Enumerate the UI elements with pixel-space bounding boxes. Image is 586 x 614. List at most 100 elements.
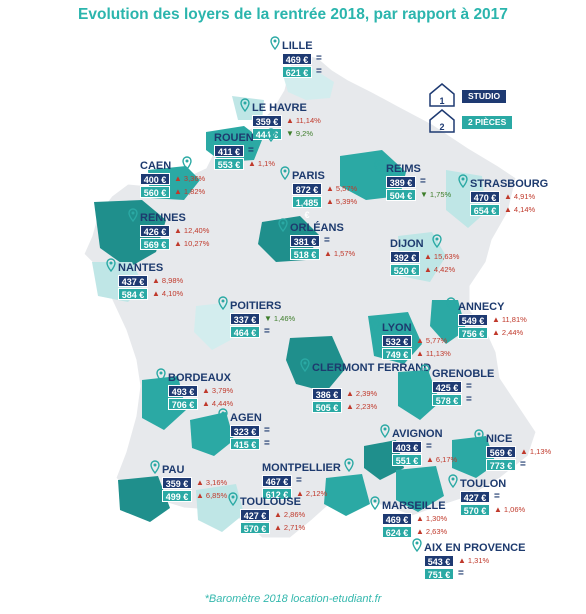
change-indicator: ▲ 5,39% [326, 197, 357, 207]
no-change-indicator: = [248, 145, 254, 156]
city-name: STRASBOURG [470, 178, 549, 190]
region-annecy [430, 300, 466, 344]
change-percent: 15,63% [433, 252, 460, 261]
two-rooms-price: 464 € [230, 326, 260, 338]
up-arrow-icon: ▲ [152, 276, 160, 285]
house-icon: 2 [429, 109, 455, 133]
city-name: ANNECY [458, 301, 505, 313]
location-pin-icon [448, 474, 458, 488]
two-rooms-price: 553 € [214, 158, 244, 170]
no-change-indicator: = [264, 438, 270, 449]
two-rooms-price: 773 € [486, 459, 516, 471]
region-clermont [286, 336, 346, 392]
up-arrow-icon: ▲ [492, 315, 500, 324]
city-name: BORDEAUX [168, 372, 231, 384]
studio-price: 469 € [382, 513, 412, 525]
change-percent: 6,85% [205, 491, 228, 500]
studio-price: 381 € [290, 235, 320, 247]
house-icon: 1 [429, 83, 455, 107]
no-change-indicator: = [458, 568, 464, 579]
no-change-indicator: = [520, 459, 526, 470]
change-indicator: ▲ 15,63% [424, 252, 459, 262]
two-rooms-price: 520 € [390, 264, 420, 276]
city-name: NANTES [118, 262, 164, 274]
no-change-indicator: = [316, 53, 322, 64]
studio-price: 872 € [292, 183, 322, 195]
studio-price: 427 € [460, 491, 490, 503]
no-change-indicator: = [466, 381, 472, 392]
up-arrow-icon: ▲ [324, 249, 332, 258]
down-arrow-icon: ▼ [286, 129, 294, 138]
up-arrow-icon: ▲ [416, 514, 424, 523]
region-agen [190, 412, 234, 456]
svg-text:2: 2 [439, 122, 444, 132]
change-indicator: ▲ 8,98% [152, 276, 183, 286]
change-indicator: ▼ 1,75% [420, 190, 451, 200]
change-percent: 11,81% [501, 315, 527, 324]
change-percent: 1,06% [503, 505, 526, 514]
source-footer: *Baromètre 2018 location-etudiant.fr [204, 593, 382, 605]
no-change-indicator: = [264, 425, 270, 436]
no-change-indicator: = [420, 176, 426, 187]
up-arrow-icon: ▲ [202, 386, 210, 395]
region-rennes [94, 200, 166, 268]
location-pin-icon [218, 296, 228, 310]
city-name: POITIERS [230, 300, 282, 312]
up-arrow-icon: ▲ [424, 265, 432, 274]
studio-price: 427 € [240, 509, 270, 521]
up-arrow-icon: ▲ [174, 239, 182, 248]
up-arrow-icon: ▲ [326, 184, 334, 193]
change-indicator: ▲ 1,06% [494, 505, 525, 515]
city-name: MONTPELLIER [262, 462, 341, 474]
location-pin-icon [300, 358, 310, 372]
two-rooms-price: 560 € [140, 186, 170, 198]
location-pin-icon [150, 460, 160, 474]
change-indicator: ▲ 11,13% [416, 349, 451, 359]
change-indicator: ▲ 5,77% [416, 336, 447, 346]
change-percent: 2,39% [355, 389, 378, 398]
legend-two-rooms: 2 PIÈCES [462, 116, 513, 129]
change-percent: 10,27% [183, 239, 210, 248]
two-rooms-price: 756 € [458, 327, 488, 339]
change-percent: 3,16% [205, 478, 228, 487]
studio-price: 337 € [230, 313, 260, 325]
no-change-indicator: = [494, 491, 500, 502]
up-arrow-icon: ▲ [248, 159, 256, 168]
two-rooms-price: 504 € [386, 189, 416, 201]
up-arrow-icon: ▲ [346, 402, 354, 411]
two-rooms-price: 499 € [162, 490, 192, 502]
two-rooms-price: 570 € [460, 504, 490, 516]
up-arrow-icon: ▲ [520, 447, 528, 456]
change-indicator: ▼ 1,46% [264, 314, 295, 324]
location-pin-icon [278, 218, 288, 232]
change-indicator: ▲ 2,12% [296, 489, 327, 499]
city-name: PAU [162, 464, 185, 476]
up-arrow-icon: ▲ [416, 349, 424, 358]
change-indicator: ▲ 6,85% [196, 491, 227, 501]
up-arrow-icon: ▲ [458, 556, 466, 565]
up-arrow-icon: ▲ [274, 510, 282, 519]
city-name: TOULOUSE [240, 496, 301, 508]
location-pin-icon [370, 318, 380, 332]
city-name: AGEN [230, 412, 262, 424]
no-change-indicator: = [426, 441, 432, 452]
change-percent: 8,98% [161, 276, 184, 285]
change-indicator: ▲ 2,44% [492, 328, 523, 338]
region-grenoble [398, 370, 440, 420]
city-name: LILLE [282, 40, 313, 52]
studio-price: 426 € [140, 225, 170, 237]
city-name: CLERMONT FERRAND [312, 362, 432, 374]
location-pin-icon [412, 538, 422, 552]
up-arrow-icon: ▲ [152, 289, 160, 298]
city-name: AVIGNON [392, 428, 443, 440]
no-change-indicator: = [324, 235, 330, 246]
change-indicator: ▲ 6,17% [426, 455, 457, 465]
change-indicator: ▲ 11,14% [286, 116, 321, 126]
change-indicator: ▲ 1,57% [324, 249, 355, 259]
change-indicator: ▲ 10,27% [174, 239, 209, 249]
up-arrow-icon: ▲ [202, 399, 210, 408]
two-rooms-price: 612 € [262, 488, 292, 500]
location-pin-icon [344, 458, 354, 472]
change-indicator: ▲ 3,79% [202, 386, 233, 396]
two-rooms-price: 551 € [392, 454, 422, 466]
